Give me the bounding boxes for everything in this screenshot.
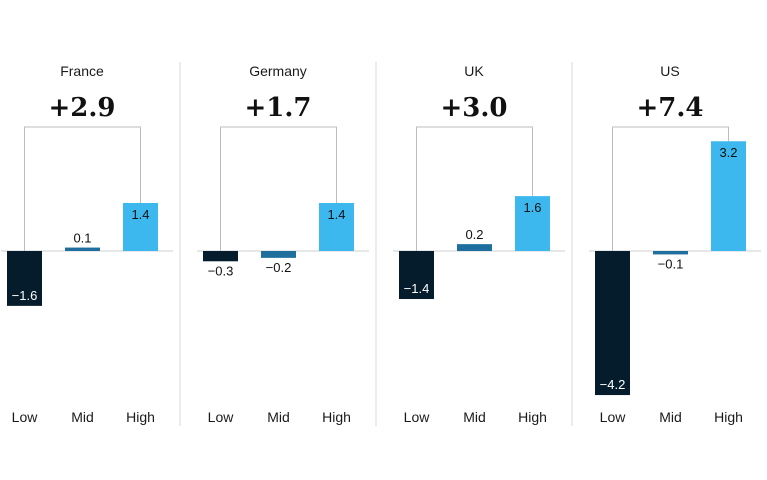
bar-value-label: 0.2: [465, 227, 483, 242]
category-label: Mid: [71, 409, 94, 425]
bar-value-label: 3.2: [719, 145, 737, 160]
category-label: Mid: [267, 409, 290, 425]
bar-value-label: −0.3: [208, 263, 234, 278]
panel-title: Germany: [249, 63, 307, 79]
bar-low: [7, 251, 42, 306]
panel-title: US: [660, 63, 679, 79]
category-label: Low: [600, 409, 627, 425]
gap-bracket: [612, 126, 729, 251]
bar-value-label: −4.2: [600, 377, 626, 392]
panel-title: France: [60, 63, 104, 79]
category-label: Mid: [659, 409, 682, 425]
category-label: High: [518, 409, 547, 425]
bar-mid: [653, 251, 688, 255]
bar-value-label: −0.1: [658, 256, 684, 271]
bar-high: [515, 196, 550, 251]
panel-title: UK: [464, 63, 484, 79]
category-label: Mid: [463, 409, 486, 425]
bar-low: [399, 251, 434, 300]
bar-low: [203, 251, 238, 262]
category-label: High: [714, 409, 743, 425]
bar-value-label: 1.4: [131, 207, 149, 222]
bar-high: [319, 202, 354, 251]
category-label: High: [322, 409, 351, 425]
bar-low: [595, 251, 630, 396]
gap-bracket: [24, 126, 141, 251]
bar-high: [711, 141, 746, 251]
bar-value-label: 0.1: [73, 231, 91, 246]
category-label: High: [126, 409, 155, 425]
bar-value-label: −0.2: [266, 260, 292, 275]
gap-value: +7.4: [636, 93, 703, 123]
bar-mid: [65, 247, 100, 251]
bar-value-label: 1.4: [327, 207, 345, 222]
bar-value-label: −1.6: [12, 288, 38, 303]
bar-value-label: −1.4: [404, 281, 430, 296]
bar-mid: [457, 244, 492, 251]
category-label: Low: [12, 409, 39, 425]
gap-bracket: [220, 126, 337, 251]
bar-high: [123, 202, 158, 251]
gap-value: +2.9: [48, 93, 115, 123]
gap-bracket: [416, 126, 533, 251]
category-label: Low: [404, 409, 431, 425]
bar-value-label: 1.6: [523, 200, 541, 215]
gap-value: +1.7: [244, 93, 311, 123]
category-label: Low: [208, 409, 235, 425]
bar-mid: [261, 251, 296, 258]
gap-value: +3.0: [440, 93, 507, 123]
